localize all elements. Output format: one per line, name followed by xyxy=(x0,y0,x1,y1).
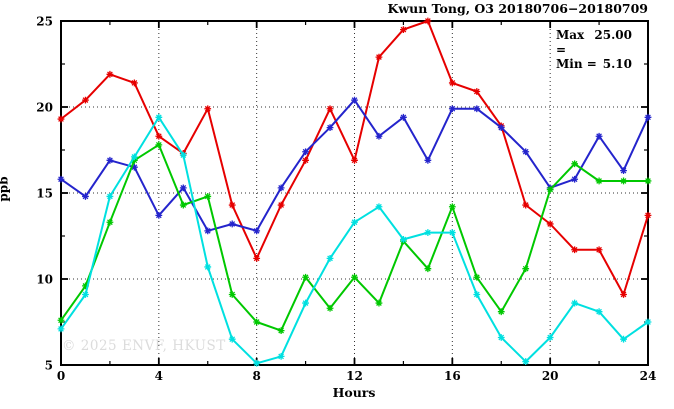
y-tick-label: 15 xyxy=(36,187,53,201)
x-tick-label: 8 xyxy=(252,369,260,383)
max-value: 25.00 xyxy=(594,28,632,42)
min-value: 5.10 xyxy=(602,57,632,71)
min-stat: Min = 5.10 xyxy=(556,57,632,72)
watermark: © 2025 ENVF, HKUST xyxy=(62,338,226,354)
y-tick-label: 25 xyxy=(36,15,53,29)
x-tick-label: 12 xyxy=(346,369,363,383)
x-tick-label: 0 xyxy=(57,369,65,383)
series-blue-markers xyxy=(57,96,652,235)
max-label: Max = xyxy=(556,28,585,57)
x-tick-label: 16 xyxy=(444,369,461,383)
x-tick-label: 24 xyxy=(640,369,657,383)
x-axis-label: Hours xyxy=(332,385,376,400)
x-tick-label: 4 xyxy=(155,369,163,383)
y-axis-label: ppb xyxy=(0,176,11,202)
chart-title: Kwun Tong, O3 20180706−20180709 xyxy=(387,1,648,16)
y-tick-label: 20 xyxy=(36,101,53,115)
series-green-markers xyxy=(57,141,652,334)
min-label: Min = xyxy=(556,57,597,71)
y-tick-label: 10 xyxy=(36,273,53,287)
stats-annotation: Max = 25.00 Min = 5.10 xyxy=(556,28,632,72)
y-tick-label: 5 xyxy=(45,359,53,373)
series-cyan-markers xyxy=(57,113,652,367)
series-cyan-line xyxy=(60,116,649,365)
x-tick-label: 20 xyxy=(542,369,559,383)
max-stat: Max = 25.00 xyxy=(556,28,632,57)
